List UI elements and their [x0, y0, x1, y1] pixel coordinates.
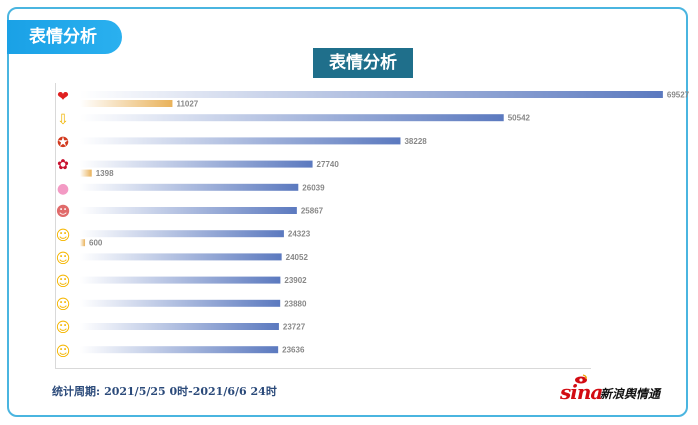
sina-logo: sina 新浪舆情通: [560, 374, 680, 404]
value-label-shocked-emoji-series-1: 23636: [282, 346, 305, 355]
smile-emoji-icon: ☺: [55, 297, 71, 313]
sina-logo-cn: 新浪舆情通: [600, 387, 661, 401]
bar-kiss-emoji-series-1: [80, 207, 297, 214]
bar-tears-emoji-series-2: [80, 239, 86, 247]
chart-title: 表情分析: [313, 48, 413, 78]
value-label-pig-emoji-series-1: 26039: [302, 183, 325, 192]
bar-shocked-emoji-series-1: [80, 346, 279, 354]
bar-shy-emoji-series-1: [80, 323, 279, 330]
header-tab: 表情分析: [7, 20, 122, 54]
outer-frame: [7, 7, 688, 417]
value-label-rose-emoji-series-1: 27740: [317, 160, 340, 169]
bar-cry-emoji-series-1: [80, 253, 282, 261]
period-footer: 统计周期: 2021/5/25 0时-2021/6/6 24时: [48, 383, 277, 399]
rose-emoji-icon: ✿: [57, 157, 69, 173]
value-label-tears-emoji-series-1: 24323: [288, 230, 311, 239]
encourage-emoji-icon: ✪: [57, 135, 69, 151]
tears-emoji-icon: ☺: [55, 228, 71, 244]
value-label-thumbs-down-emoji-series-1: 50542: [508, 114, 531, 123]
bar-tears-emoji-series-1: [80, 230, 284, 238]
bar-thumbs-down-emoji-series-1: [80, 114, 504, 122]
bar-smile-emoji-series-1: [80, 299, 281, 307]
bar-heart-emoji-series-2: [80, 100, 173, 107]
pig-emoji-icon: ●: [56, 181, 70, 197]
laugh-emoji-icon: ☺: [55, 274, 71, 290]
sina-logo-en: sina: [560, 380, 603, 404]
value-label-kiss-emoji-series-1: 25867: [301, 207, 324, 216]
value-label-laugh-emoji-series-1: 23902: [284, 276, 307, 285]
bar-heart-emoji-series-1: [80, 91, 663, 98]
period-value: 2021/5/25 0时-2021/6/6 24时: [104, 385, 277, 398]
shy-emoji-icon: ☺: [55, 320, 71, 336]
value-label-encourage-emoji-series-1: 38228: [404, 137, 427, 146]
sina-eye-icon: [575, 374, 587, 384]
thumbs-down-emoji-icon: ⇩: [57, 112, 69, 128]
value-label-heart-emoji-series-2: 11027: [176, 100, 198, 109]
value-label-rose-emoji-series-2: 1398: [96, 169, 114, 178]
bar-encourage-emoji-series-1: [80, 137, 401, 145]
plot-area: [55, 83, 591, 369]
value-label-smile-emoji-series-1: 23880: [284, 299, 307, 308]
shocked-emoji-icon: ☺: [55, 344, 71, 360]
kiss-emoji-icon: ☻: [55, 204, 71, 220]
value-label-cry-emoji-series-1: 24052: [286, 253, 309, 262]
bar-rose-emoji-series-2: [80, 169, 92, 177]
heart-emoji-icon: ❤: [57, 89, 69, 105]
value-label-tears-emoji-series-2: 600: [89, 239, 103, 248]
period-label: 统计周期:: [52, 385, 101, 398]
bar-laugh-emoji-series-1: [80, 276, 281, 284]
bar-rose-emoji-series-1: [80, 160, 313, 168]
value-label-heart-emoji-series-1: 69527: [667, 91, 690, 100]
cry-emoji-icon: ☺: [55, 251, 71, 267]
value-label-shy-emoji-series-1: 23727: [283, 323, 306, 332]
bar-pig-emoji-series-1: [80, 183, 299, 191]
